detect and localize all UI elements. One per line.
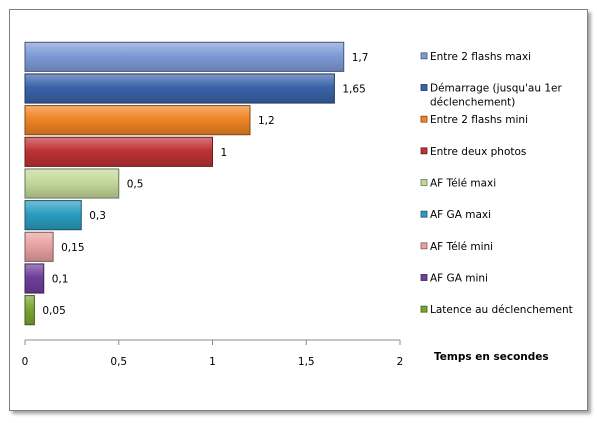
x-axis: 0 0,5 1 1,5 2 [22, 339, 404, 368]
data-label: 0,05 [42, 305, 65, 317]
legend-label: AF GA maxi [430, 209, 491, 221]
x-tick-label: 0,5 [110, 356, 127, 368]
bars-layer: 1,7 1,65 1,2 1 0,5 0,3 0,15 0,1 0,05 [24, 41, 369, 326]
legend-swatch [420, 52, 428, 60]
legend-label: Entre deux photos [430, 146, 526, 158]
legend-label: déclenchement) [430, 97, 515, 109]
x-tick-label: 0 [22, 356, 29, 368]
x-tick-label: 1,5 [298, 356, 315, 368]
bar [24, 168, 120, 199]
bar [24, 295, 35, 326]
legend-label: AF Télé mini [430, 241, 493, 253]
data-label: 1,2 [258, 115, 275, 127]
legend-label: Entre 2 flashs mini [430, 114, 528, 126]
data-label: 1,65 [342, 84, 365, 96]
bar [24, 231, 54, 262]
legend-label: AF Télé maxi [430, 178, 496, 190]
legend-swatch [420, 305, 428, 313]
bar [24, 73, 335, 104]
data-label: 0,1 [52, 274, 69, 286]
legend-label: Latence au déclenchement [430, 304, 573, 316]
data-label: 1 [221, 147, 228, 159]
data-label: 0,5 [127, 179, 144, 191]
data-label: 1,7 [352, 52, 369, 64]
legend-swatch [420, 147, 428, 155]
legend-swatch [420, 274, 428, 281]
legend-label: AF GA mini [430, 273, 488, 285]
legend: Entre 2 flashs maxi Démarrage (jusqu'au 1… [420, 51, 573, 316]
legend-swatch [420, 242, 428, 250]
legend-label: Entre 2 flashs maxi [430, 51, 531, 63]
x-axis-title: Temps en secondes [434, 351, 549, 363]
legend-swatch [420, 179, 428, 186]
bar [24, 105, 251, 136]
data-label: 0,3 [89, 210, 106, 222]
legend-swatch [420, 210, 428, 218]
bar [24, 263, 45, 294]
x-tick-label: 1 [209, 356, 216, 368]
bar [24, 41, 345, 72]
x-tick-label: 2 [397, 356, 404, 368]
data-label: 0,15 [61, 242, 84, 254]
legend-label: Démarrage (jusqu'au 1er [430, 83, 562, 95]
bar [24, 200, 82, 231]
legend-swatch [420, 84, 428, 91]
bar [24, 136, 213, 167]
legend-swatch [420, 115, 428, 123]
